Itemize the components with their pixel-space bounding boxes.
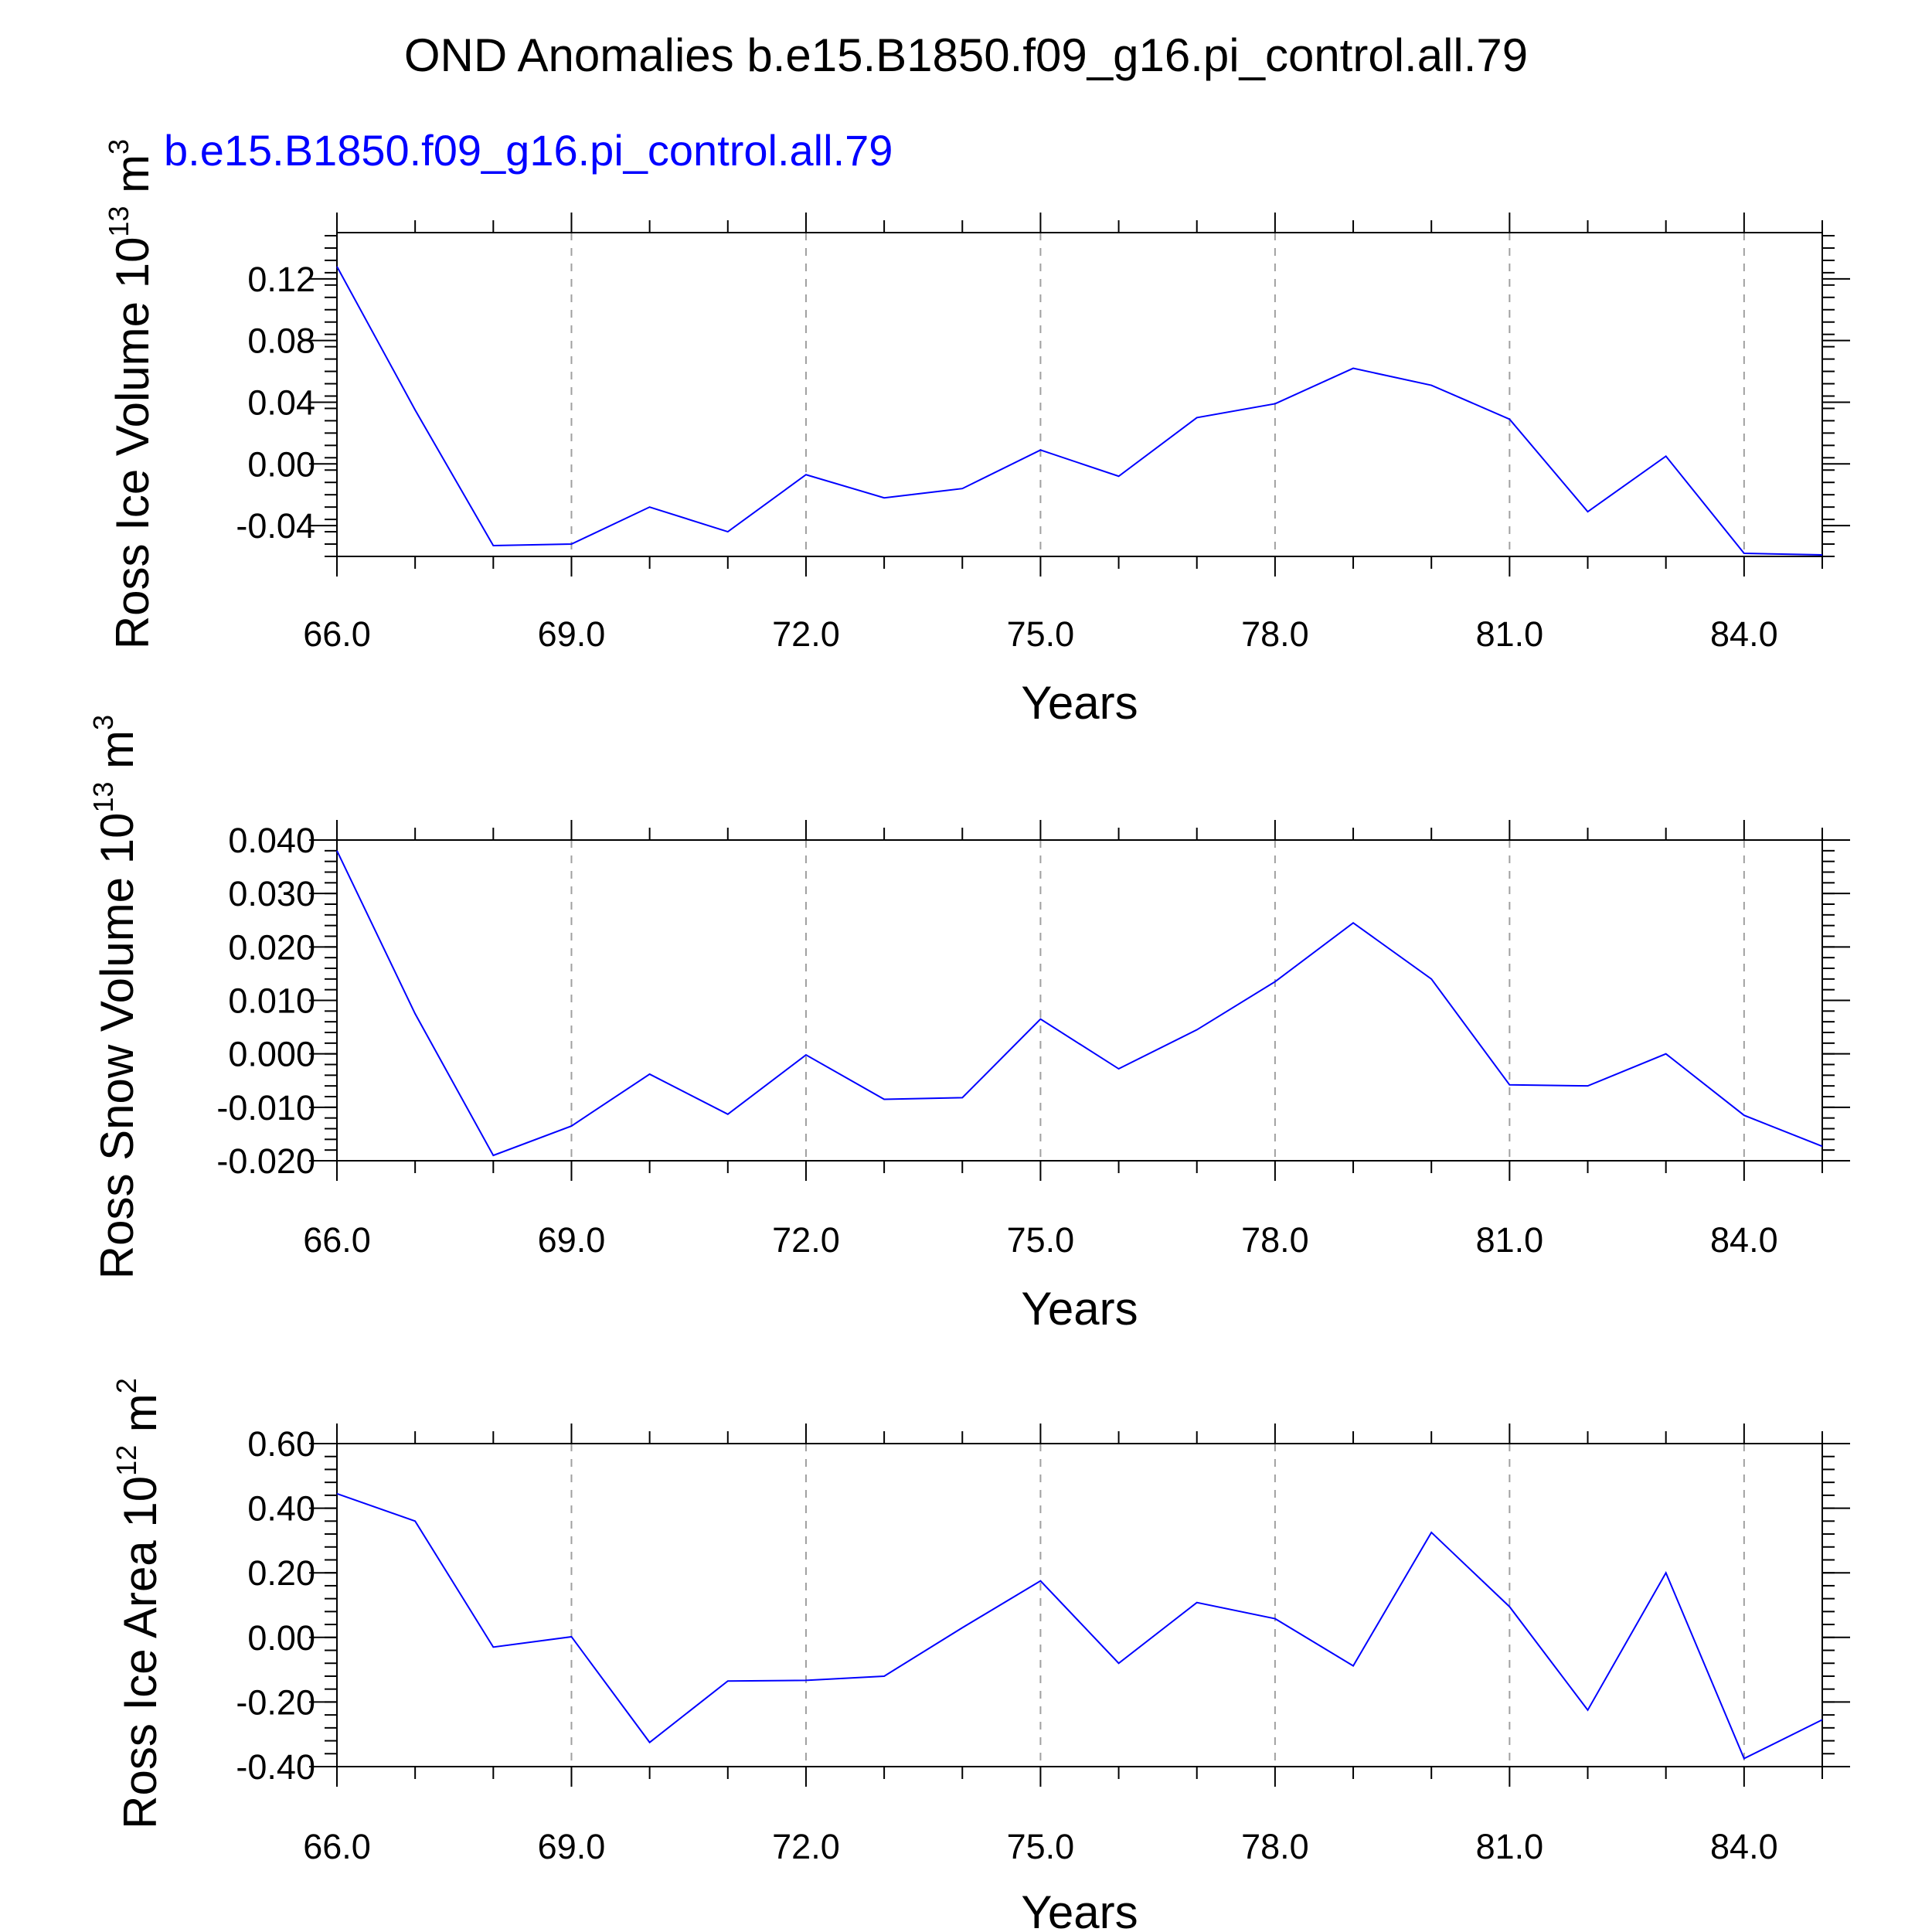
y-tick-label: -0.010 [216, 1088, 315, 1128]
panels: 66.0 69.0 72.0 75.0 78.0 81.0 84.0 -0.04 0.00 0.0… [87, 139, 1850, 1932]
y-tick-label: 0.60 [247, 1424, 315, 1464]
x-tick-label: 81.0 [1476, 1827, 1544, 1866]
series-line [336, 266, 1823, 556]
series-line [336, 1492, 1823, 1760]
plot-frame [336, 232, 1823, 557]
y-tick-label: 0.000 [228, 1035, 315, 1074]
plot-frame [336, 1443, 1823, 1767]
panel-1: 66.0 69.0 72.0 75.0 78.0 81.0 84.0 -0.04 0.00 0.0… [103, 139, 1850, 729]
y-tick-label: 0.030 [228, 874, 315, 913]
x-tick-label: 78.0 [1241, 614, 1309, 654]
x-tick-label: 69.0 [538, 1220, 606, 1260]
y-axis-title: Ross Ice Volume 1013 m3 [103, 139, 158, 649]
x-tick-label: 75.0 [1007, 1220, 1075, 1260]
y-tick-label: 0.040 [228, 821, 315, 860]
panel-3: 66.0 69.0 72.0 75.0 78.0 81.0 84.0 -0.40 -0.20 0.… [111, 1378, 1850, 1932]
y-axis-title: Ross Ice Area 1012 m2 [111, 1378, 166, 1829]
y-tick-label: 0.04 [247, 383, 315, 422]
y-axis-title: Ross Snow Volume 1013 m3 [87, 715, 143, 1279]
y-tick-label: 0.12 [247, 260, 315, 299]
legend-label: b.e15.B1850.f09_g16.pi_control.all.79 [164, 126, 893, 175]
panel-2: 66.0 69.0 72.0 75.0 78.0 81.0 84.0 -0.020 -0.010… [87, 715, 1850, 1335]
x-tick-label: 75.0 [1007, 1827, 1075, 1866]
x-tick-label: 69.0 [538, 1827, 606, 1866]
x-axis-title: Years [1021, 1886, 1138, 1932]
x-tick-label: 81.0 [1476, 614, 1544, 654]
x-tick-label: 84.0 [1710, 1827, 1778, 1866]
x-tick-label: 78.0 [1241, 1827, 1309, 1866]
y-tick-label: 0.00 [247, 1618, 315, 1658]
x-tick-label: 84.0 [1710, 614, 1778, 654]
y-tick-label: 0.00 [247, 444, 315, 484]
y-tick-label: 0.020 [228, 927, 315, 967]
y-tick-label: -0.20 [236, 1682, 315, 1722]
x-tick-label: 66.0 [303, 1827, 371, 1866]
chart-title: OND Anomalies b.e15.B1850.f09_g16.pi_con… [404, 29, 1528, 81]
x-tick-label: 72.0 [772, 1827, 840, 1866]
x-tick-label: 78.0 [1241, 1220, 1309, 1260]
y-tick-label: 0.010 [228, 981, 315, 1021]
x-tick-label: 72.0 [772, 1220, 840, 1260]
y-tick-label: -0.04 [236, 506, 315, 546]
x-tick-label: 81.0 [1476, 1220, 1544, 1260]
x-tick-label: 72.0 [772, 614, 840, 654]
x-tick-label: 84.0 [1710, 1220, 1778, 1260]
plot-frame [336, 839, 1823, 1162]
x-tick-label: 66.0 [303, 1220, 371, 1260]
series-line [336, 850, 1823, 1157]
y-tick-label: 0.20 [247, 1553, 315, 1593]
y-tick-label: -0.40 [236, 1747, 315, 1787]
y-tick-label: -0.020 [216, 1141, 315, 1181]
x-axis-title: Years [1021, 1283, 1138, 1335]
x-axis-title: Years [1021, 677, 1138, 729]
x-tick-label: 66.0 [303, 614, 371, 654]
y-tick-label: 0.40 [247, 1489, 315, 1529]
x-tick-label: 75.0 [1007, 614, 1075, 654]
y-tick-label: 0.08 [247, 321, 315, 361]
x-tick-label: 69.0 [538, 614, 606, 654]
